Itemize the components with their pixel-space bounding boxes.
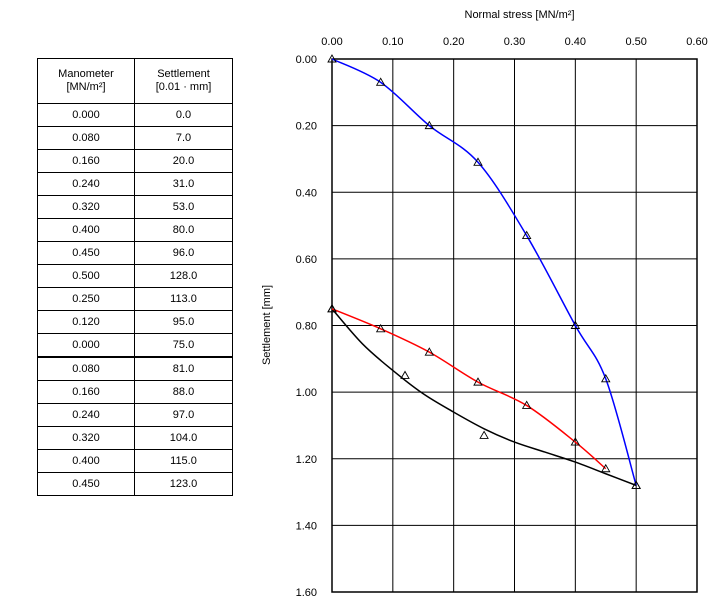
series-2-curve [331,308,637,487]
data-point-triangle [375,77,386,86]
table-header-2: Settlement [0.01 · mm] [134,58,233,104]
settlement-cell: 20.0 [134,149,233,173]
settlement-cell: 113.0 [134,287,233,311]
table-row: 0.240 97.0 [37,403,233,427]
y-tick-label: 0.80 [296,321,317,333]
table-row: 0.120 95.0 [37,310,233,334]
table-row: 0.000 0.0 [37,103,233,127]
table-row: 0.320 104.0 [37,426,233,450]
y-tick-label: 0.00 [296,54,317,66]
x-tick-label: 0.30 [504,36,525,48]
labels: 0.00 0.10 0.20 0.30 0.40 0.50 0.60 0.00 0.20 0.40… [261,9,708,599]
data-point-triangle [570,320,581,329]
settlement-cell: 0.0 [134,103,233,127]
table-row: 0.160 88.0 [37,380,233,404]
data-point-triangle [375,323,386,333]
data-point-triangle [424,120,435,130]
table-header-1: Manometer [MN/m²] [37,58,135,104]
settlement-cell: 123.0 [134,472,233,496]
table-row: 0.450 123.0 [37,472,233,496]
data-point-triangle [473,377,483,386]
y-tick-label: 0.60 [296,254,317,266]
marks [327,54,641,489]
curves [331,58,637,487]
table-row: 0.080 81.0 [37,356,233,381]
table-row: 0.400 80.0 [37,218,233,242]
x-axis-label: Normal stress [MN/m²] [465,9,575,21]
settlement-cell: 97.0 [134,403,233,427]
data-point-triangle [424,347,435,356]
series-1-curve [331,58,637,486]
settlement-cell: 96.0 [134,241,233,265]
manometer-cell: 0.450 [37,472,135,496]
data-point-triangle [400,370,410,379]
data-point-triangle [570,437,581,446]
manometer-cell: 0.120 [37,310,135,334]
manometer-cell: 0.400 [37,218,135,242]
x-tick-label: 0.60 [686,36,707,48]
manometer-cell: 0.080 [37,126,135,150]
x-tick-label: 0.10 [382,36,403,48]
table-row: 0.080 7.0 [37,126,233,150]
axes [331,58,698,593]
settlement-cell: 7.0 [134,126,233,150]
y-tick-label: 0.40 [296,187,317,199]
grid [332,59,697,592]
table-row: 0.250 113.0 [37,287,233,311]
x-tick-label: 0.00 [321,36,342,48]
data-point-triangle [631,480,641,489]
data-point-triangle [327,303,337,313]
data-point-triangle [473,157,483,166]
series-3-curve [331,308,607,470]
plot-frame [331,58,698,593]
data-point-triangle [600,463,611,473]
x-tick-label: 0.20 [443,36,464,48]
data-point-triangle [521,400,532,409]
data-point-triangle [327,54,337,63]
table-row: 0.500 128.0 [37,264,233,288]
manometer-cell: 0.000 [37,333,135,358]
manometer-cell: 0.160 [37,149,135,173]
y-tick-label: 1.00 [296,387,317,399]
data-table: Manometer [MN/m²] Settlement [0.01 · mm] 0.0… [37,58,233,496]
y-tick-label: 1.60 [296,587,317,599]
y-axis-label: Settlement [mm] [261,285,273,365]
y-tick-label: 1.20 [296,454,317,466]
x-tick-label: 0.40 [565,36,586,48]
table-row: 0.400 115.0 [37,449,233,473]
y-tick-label: 0.20 [296,121,317,133]
table-row: 0.160 20.0 [37,149,233,173]
x-tick-label: 0.50 [625,36,646,48]
table-row: 0.450 96.0 [37,241,233,265]
settlement-cell: 88.0 [134,380,233,404]
data-point-triangle [521,230,532,240]
y-tick-label: 1.40 [296,520,317,532]
data-point-triangle [600,373,611,383]
table-row: 0.240 31.0 [37,172,233,196]
manometer-cell: 0.240 [37,403,135,427]
manometer-cell: 0.160 [37,380,135,404]
settlement-cell: 95.0 [134,310,233,334]
data-point-triangle [479,430,489,439]
